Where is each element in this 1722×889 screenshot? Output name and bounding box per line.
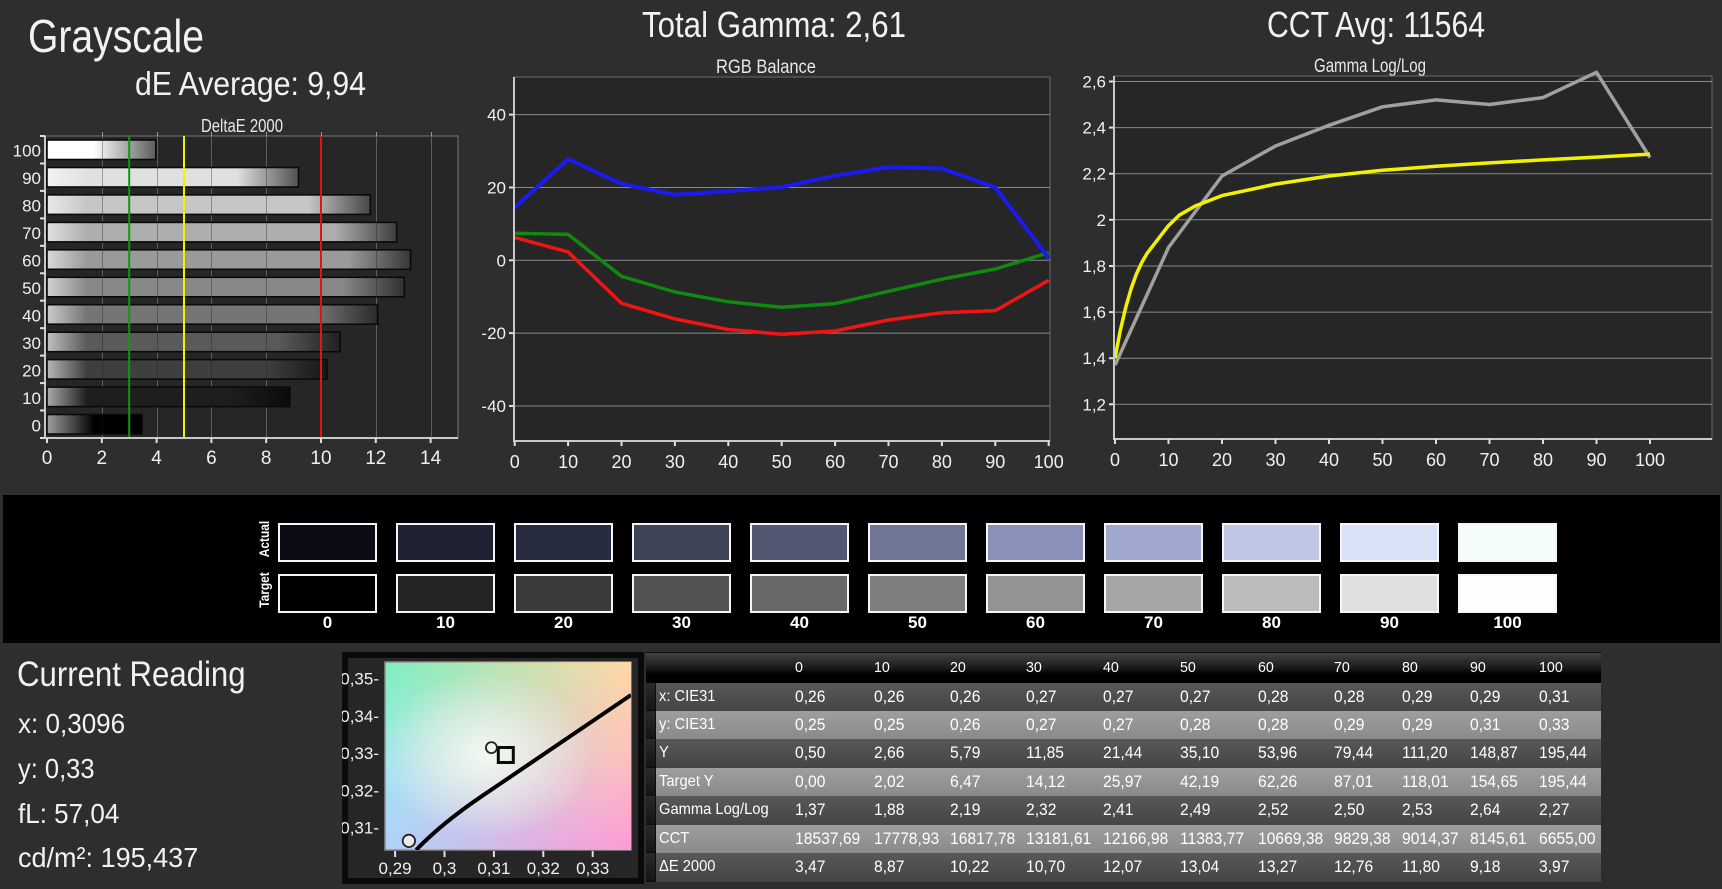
svg-text:2,2: 2,2	[1082, 165, 1106, 184]
svg-text:30: 30	[665, 452, 685, 472]
svg-text:70: 70	[1479, 450, 1499, 470]
svg-text:1,8: 1,8	[1082, 257, 1106, 276]
svg-text:40: 40	[1319, 450, 1339, 470]
svg-text:6: 6	[206, 448, 217, 469]
svg-text:0,31-: 0,31-	[342, 819, 379, 838]
svg-text:0: 0	[497, 251, 506, 270]
svg-text:dE Average: 9,94: dE Average: 9,94	[135, 65, 366, 102]
svg-text:8: 8	[261, 448, 272, 469]
svg-text:0,31: 0,31	[477, 859, 510, 878]
svg-text:50: 50	[772, 452, 792, 472]
svg-text:Total Gamma: 2,61: Total Gamma: 2,61	[642, 4, 906, 45]
svg-text:0,33: 0,33	[576, 859, 609, 878]
svg-text:20: 20	[1212, 450, 1232, 470]
svg-text:1,2: 1,2	[1082, 395, 1106, 414]
svg-text:80: 80	[1533, 450, 1553, 470]
svg-text:0,33-: 0,33-	[342, 744, 379, 763]
svg-text:4: 4	[151, 448, 162, 469]
svg-text:20: 20	[611, 452, 631, 472]
svg-text:12: 12	[365, 448, 386, 469]
svg-text:Grayscale: Grayscale	[28, 10, 204, 62]
svg-text:10: 10	[310, 448, 331, 469]
svg-text:40: 40	[718, 452, 738, 472]
svg-text:0,32: 0,32	[527, 859, 560, 878]
svg-text:0,35-: 0,35-	[342, 670, 379, 689]
svg-text:50: 50	[1372, 450, 1392, 470]
svg-text:30: 30	[22, 334, 41, 353]
svg-text:0: 0	[510, 452, 520, 472]
svg-text:20: 20	[22, 361, 41, 380]
svg-text:0: 0	[32, 416, 41, 435]
svg-text:10: 10	[22, 389, 41, 408]
svg-text:-40: -40	[481, 397, 506, 416]
svg-text:90: 90	[1586, 450, 1606, 470]
svg-text:100: 100	[13, 142, 41, 161]
svg-text:0,29: 0,29	[379, 859, 412, 878]
svg-text:0,34-: 0,34-	[342, 707, 379, 726]
svg-text:0,32-: 0,32-	[342, 781, 379, 800]
svg-text:90: 90	[22, 169, 41, 188]
svg-text:60: 60	[22, 252, 41, 271]
svg-text:0,3: 0,3	[433, 859, 457, 878]
svg-text:70: 70	[878, 452, 898, 472]
svg-text:50: 50	[22, 279, 41, 298]
svg-text:40: 40	[22, 307, 41, 326]
svg-text:10: 10	[558, 452, 578, 472]
svg-text:2,4: 2,4	[1082, 119, 1106, 138]
svg-text:100: 100	[1635, 450, 1665, 470]
svg-text:14: 14	[420, 448, 442, 469]
svg-text:CCT Avg: 11564: CCT Avg: 11564	[1267, 4, 1485, 45]
svg-text:1,4: 1,4	[1082, 349, 1106, 368]
svg-text:DeltaE 2000: DeltaE 2000	[201, 116, 283, 136]
svg-text:1,6: 1,6	[1082, 303, 1106, 322]
svg-text:RGB Balance: RGB Balance	[716, 57, 816, 78]
svg-text:2: 2	[97, 448, 108, 469]
svg-text:80: 80	[932, 452, 952, 472]
svg-text:70: 70	[22, 224, 41, 243]
svg-text:60: 60	[825, 452, 845, 472]
svg-text:10: 10	[1158, 450, 1178, 470]
svg-text:20: 20	[487, 179, 506, 198]
svg-text:80: 80	[22, 197, 41, 216]
svg-text:100: 100	[1034, 452, 1064, 472]
svg-text:2,6: 2,6	[1082, 73, 1106, 92]
svg-text:40: 40	[487, 106, 506, 125]
svg-text:-20: -20	[481, 324, 506, 343]
svg-text:60: 60	[1426, 450, 1446, 470]
svg-text:0: 0	[1110, 450, 1120, 470]
svg-text:2: 2	[1097, 211, 1106, 230]
svg-text:90: 90	[985, 452, 1005, 472]
svg-text:30: 30	[1265, 450, 1285, 470]
svg-text:0: 0	[42, 448, 53, 469]
svg-text:Gamma Log/Log: Gamma Log/Log	[1314, 56, 1426, 77]
